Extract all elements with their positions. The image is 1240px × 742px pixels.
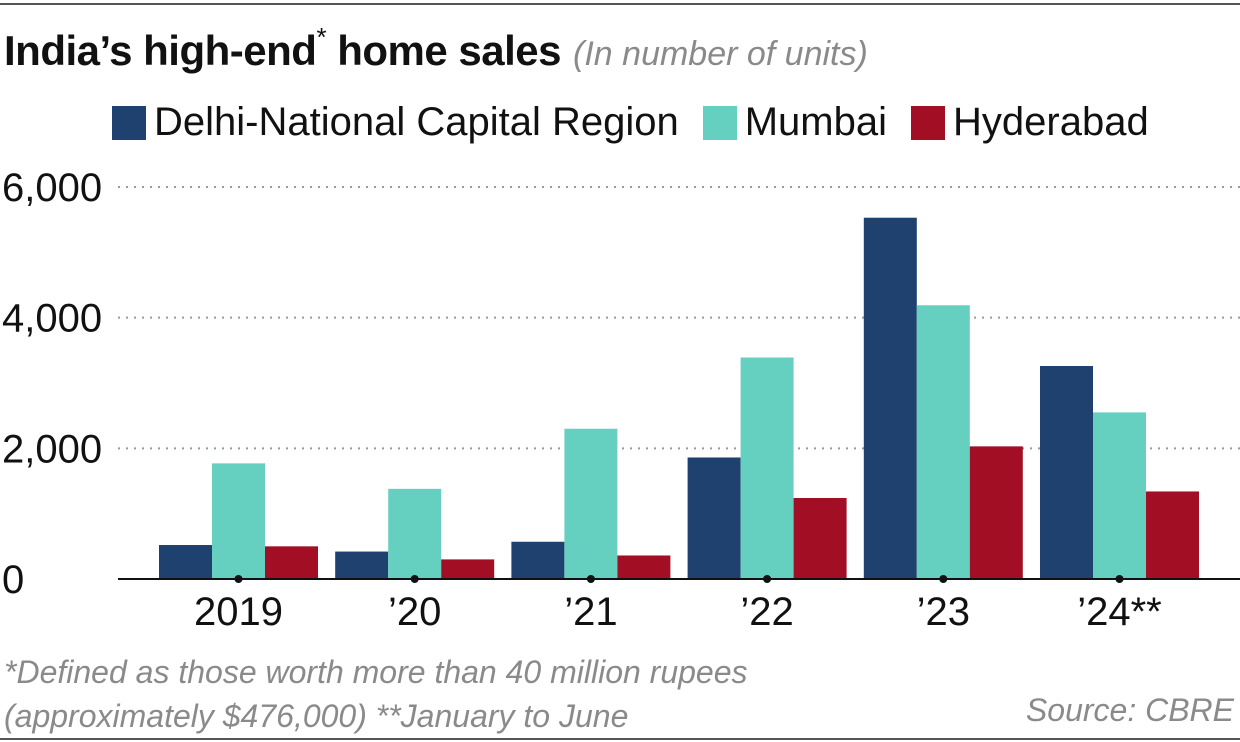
bar-hyderabad (617, 555, 671, 579)
footnote-period: (approximately $476,000) **January to Ju… (4, 698, 629, 734)
x-tick-label: ’21 (564, 590, 617, 634)
bar-mumbai (1093, 412, 1146, 579)
bar-mumbai (564, 428, 618, 579)
chart-title: India’s high-end* home sales (4, 22, 562, 74)
title-tail: home sales (326, 27, 562, 74)
x-tick-dot (234, 575, 243, 583)
chart-legend: Delhi-National Capital Region Mumbai Hyd… (112, 100, 1149, 145)
x-tick-label: ’24** (1077, 590, 1162, 634)
x-tick-dot (939, 575, 948, 583)
legend-label-mumbai: Mumbai (744, 100, 887, 144)
x-tick-dot (1115, 575, 1124, 583)
y-tick-label: 2,000 (2, 427, 102, 471)
bar-mumbai (740, 357, 794, 579)
bar-mumbai (212, 463, 265, 579)
footnotes: *Defined as those worth more than 40 mil… (4, 650, 748, 738)
bar-hyderabad (441, 559, 495, 579)
bar-delhi (1040, 366, 1093, 579)
legend-swatch-hyderabad (911, 105, 945, 140)
bar-mumbai (916, 305, 970, 579)
bar-delhi (159, 545, 212, 579)
bar-hyderabad (969, 446, 1023, 579)
x-tick-label: ’23 (917, 590, 970, 634)
bottom-rule (0, 738, 1240, 740)
title-main: India’s high-end (4, 27, 317, 74)
legend-item-mumbai: Mumbai (702, 100, 887, 145)
top-rule (0, 3, 1240, 5)
y-tick-label: 4,000 (2, 297, 102, 341)
source-note: Source: CBRE (1025, 692, 1234, 728)
x-tick-dot (586, 575, 595, 583)
legend-label-hyderabad: Hyderabad (953, 100, 1149, 144)
x-tick-dot (410, 575, 419, 583)
y-tick-label: 6,000 (2, 166, 102, 210)
legend-label-delhi: Delhi-National Capital Region (154, 100, 679, 144)
bar-mumbai (388, 488, 442, 579)
bar-delhi (863, 217, 917, 579)
bar-delhi (511, 541, 565, 579)
y-tick-label: 0 (2, 558, 24, 602)
legend-item-delhi: Delhi-National Capital Region (112, 100, 679, 145)
x-tick-dot (763, 575, 772, 583)
footnote-definition: *Defined as those worth more than 40 mil… (4, 654, 748, 690)
chart-header: India’s high-end* home sales (In number o… (4, 22, 868, 75)
legend-swatch-mumbai (702, 105, 737, 140)
x-tick-label: 2019 (194, 590, 283, 634)
bar-delhi (687, 457, 741, 579)
x-tick-label: ’20 (388, 590, 441, 634)
title-asterisk: * (316, 22, 327, 52)
bar-hyderabad (1146, 491, 1199, 579)
chart-subtitle: (In number of units) (573, 35, 868, 73)
legend-swatch-delhi (112, 105, 146, 140)
legend-item-hyderabad: Hyderabad (911, 100, 1149, 145)
bar-delhi (335, 551, 389, 579)
bar-hyderabad (793, 497, 847, 579)
bar-chart: 0 2,000 4,000 6,000 2019 ’20 ’21 ’22 ’23 ’24** (2, 166, 1240, 634)
x-tick-label: ’22 (740, 590, 793, 634)
bar-hyderabad (265, 546, 318, 579)
